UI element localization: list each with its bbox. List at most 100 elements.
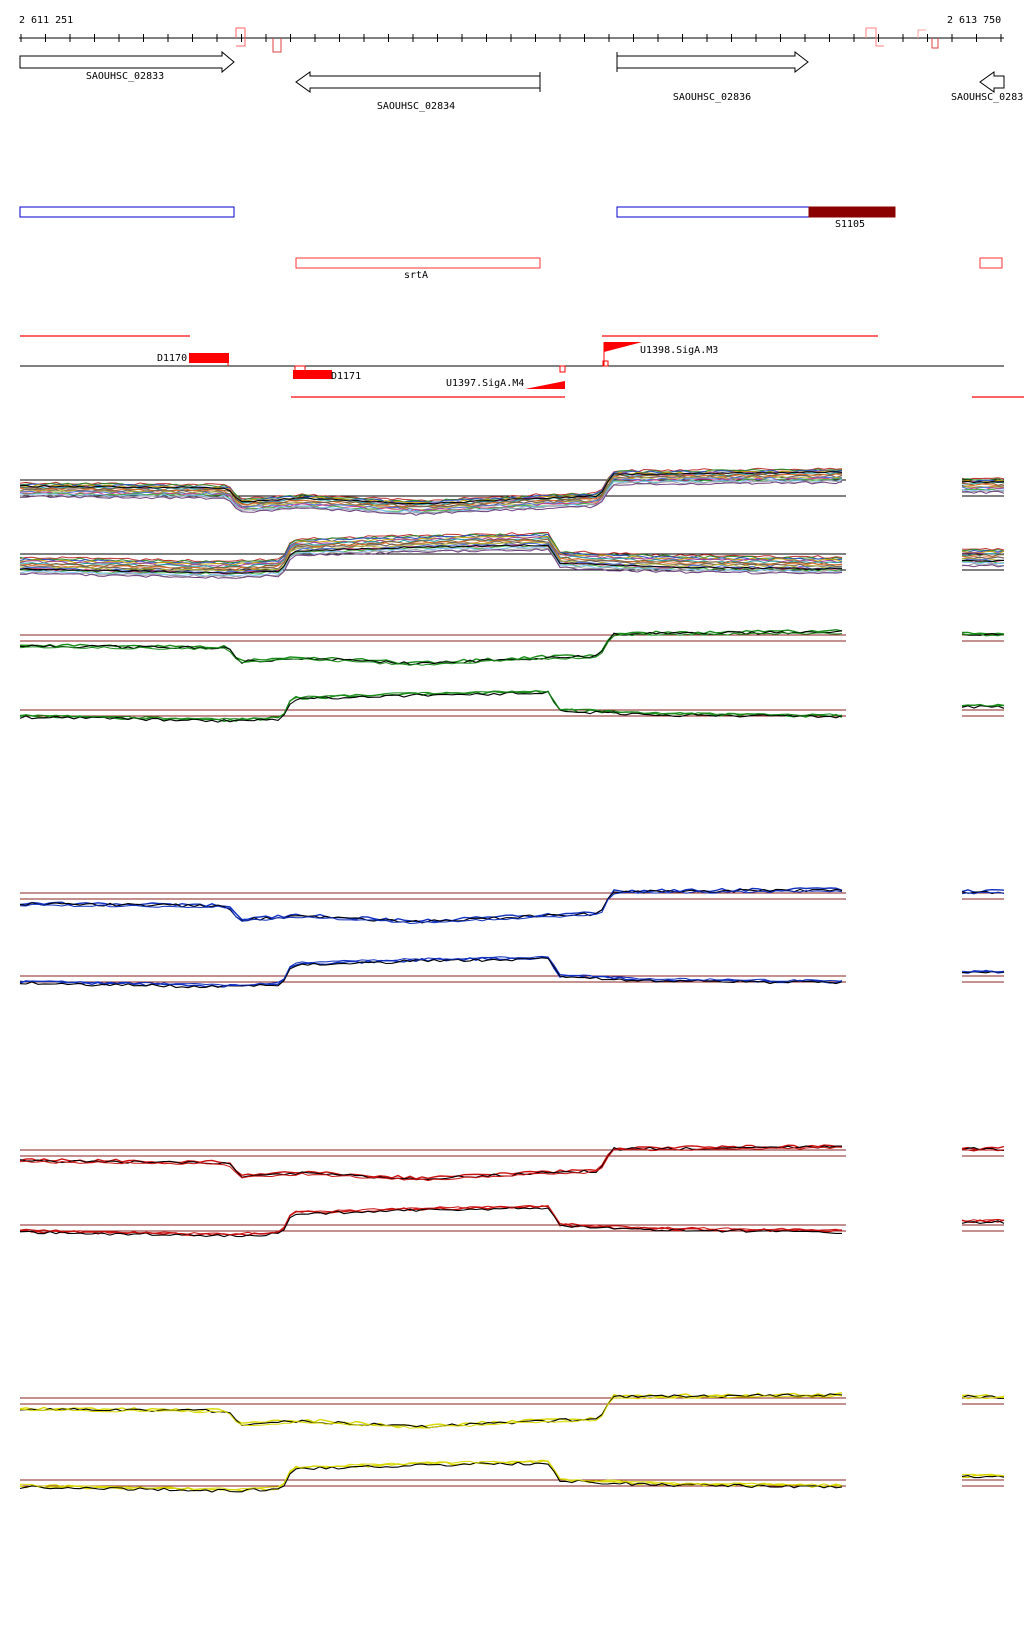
expression-line-tail [961, 1473, 1005, 1477]
expression-line-tail [961, 554, 1005, 557]
coordinate-ruler: 2 611 251 2 613 750 [19, 15, 1004, 53]
operon-track: S1105 srtA [19, 206, 1003, 281]
expression-line [19, 533, 843, 565]
expression-line-tail [961, 547, 1005, 551]
expression-line [19, 471, 843, 505]
red-track-reverse [19, 1204, 1005, 1238]
gene-label: SAOUHSC_0283 [951, 92, 1023, 103]
expression-line [19, 535, 843, 566]
expression-line-tail [961, 552, 1005, 556]
expression-line-tail [961, 561, 1005, 565]
expression-line [19, 630, 843, 666]
gene-saouhsc-02836[interactable]: SAOUHSC_02836 [616, 50, 809, 103]
feature-tick [602, 360, 609, 367]
expression-line [19, 544, 843, 574]
expression-line [19, 539, 843, 571]
u1397-promoter[interactable] [525, 381, 565, 389]
expression-line [19, 1461, 843, 1493]
feature-tick [559, 365, 566, 373]
expression-line [19, 690, 843, 721]
operon-box[interactable] [616, 206, 810, 218]
operon-box[interactable] [19, 206, 235, 218]
ruler-marker [931, 38, 939, 49]
gene-saouhsc-02833[interactable]: SAOUHSC_02833 [19, 50, 235, 82]
gene-saouhsc-02834[interactable]: SAOUHSC_02834 [295, 71, 541, 112]
expression-line [19, 957, 843, 989]
expression-line [19, 469, 843, 503]
expression-line-tail [961, 1396, 1005, 1400]
u1397-label: U1397.SigA.M4 [446, 378, 524, 389]
d1171-label: D1171 [331, 371, 361, 382]
expression-line [19, 478, 842, 513]
expression-line-tail [961, 1147, 1005, 1152]
feature-tick [294, 365, 306, 372]
expression-line-tail [961, 483, 1005, 487]
gene-track: SAOUHSC_02833 SAOUHSC_02834 SAOUHSC_0283… [19, 50, 1023, 112]
expression-line-tail [961, 1148, 1005, 1152]
expression-line [19, 548, 843, 579]
expression-line-tail [961, 480, 1005, 484]
s1105-label: S1105 [835, 219, 865, 230]
feature-track: D1170 D1171 U1397.SigA.M4 U1398.SigA.M3 [20, 335, 1024, 398]
expression-line [19, 467, 843, 502]
expression-line [19, 1146, 842, 1182]
yellow-track-reverse [19, 1459, 1005, 1493]
gene-arrow-right[interactable] [19, 50, 235, 74]
expression-line [19, 1394, 843, 1429]
expression-line [19, 632, 843, 666]
expression-line [19, 480, 843, 516]
multi-sample-track-reverse [19, 532, 1005, 579]
expression-line [19, 541, 843, 573]
ruler-marker [917, 29, 926, 38]
expression-line-tail [961, 633, 1005, 637]
gene-arrow-left[interactable] [295, 71, 541, 93]
ruler-marker [865, 27, 884, 47]
expression-line [19, 477, 842, 512]
expression-line [19, 628, 843, 665]
expression-line [19, 547, 843, 578]
expression-line-tail [961, 969, 1005, 973]
operon-box[interactable] [979, 257, 1003, 269]
u1398-promoter[interactable] [604, 342, 642, 352]
expression-line [19, 890, 843, 925]
expression-line [19, 1206, 842, 1238]
gene-label: SAOUHSC_02836 [673, 92, 751, 103]
expression-line-tail [961, 1475, 1005, 1479]
ruler-end-label: 2 613 750 [947, 15, 1001, 26]
green-track-reverse [19, 689, 1005, 723]
gene-arrow-left[interactable] [979, 71, 1005, 93]
expression-tracks [19, 467, 1005, 1493]
expression-line [19, 1204, 843, 1236]
expression-line [19, 532, 843, 564]
gene-label: SAOUHSC_02833 [86, 71, 164, 82]
d1170-feature[interactable] [189, 353, 229, 363]
ruler-marker [272, 38, 282, 53]
blue-track-reverse [19, 955, 1005, 989]
expression-line [19, 1460, 843, 1492]
gene-arrow-right[interactable] [616, 50, 809, 74]
expression-line-tail [961, 1218, 1005, 1222]
srta-box[interactable] [295, 257, 541, 269]
expression-line-tail [961, 560, 1005, 564]
gene-saouhsc-0283x[interactable]: SAOUHSC_0283 [951, 71, 1023, 103]
ruler-start-label: 2 611 251 [19, 15, 73, 26]
s1105-box[interactable] [808, 206, 896, 218]
expression-line-tail [961, 559, 1005, 563]
expression-line-tail [961, 891, 1005, 895]
expression-line-tail [961, 1394, 1005, 1399]
yellow-track-forward [19, 1392, 1005, 1429]
expression-line-tail [961, 1220, 1005, 1224]
blue-track-forward [19, 887, 1005, 925]
multi-sample-track-forward [19, 467, 1005, 516]
d1171-feature[interactable] [293, 370, 332, 379]
u1398-label: U1398.SigA.M3 [640, 345, 718, 356]
expression-line [19, 955, 843, 987]
expression-line-tail [961, 704, 1005, 707]
expression-line-tail [961, 548, 1005, 552]
ruler-ticks [20, 34, 1002, 42]
expression-line [19, 1459, 843, 1491]
ruler-marker [235, 27, 246, 47]
d1170-label: D1170 [157, 353, 187, 364]
expression-line-tail [961, 562, 1005, 567]
